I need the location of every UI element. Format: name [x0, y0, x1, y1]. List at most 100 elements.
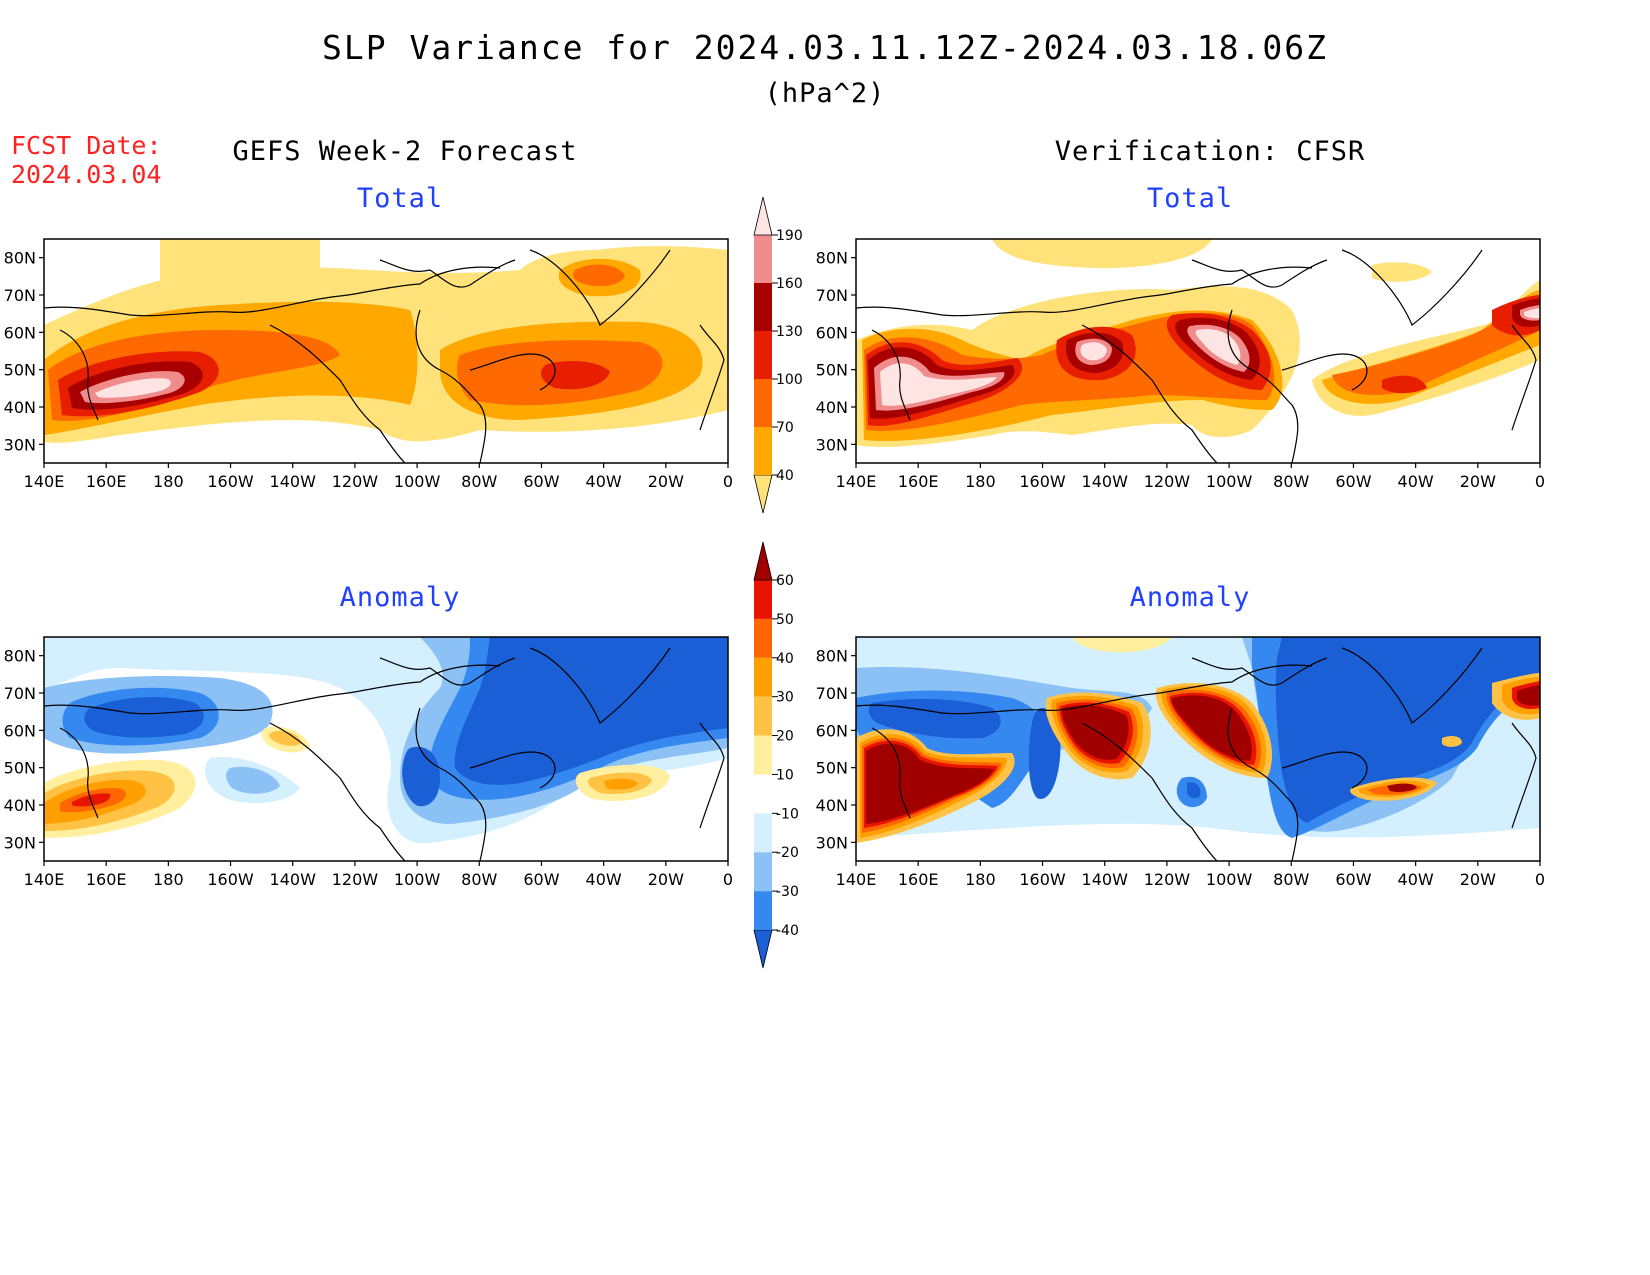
- lat-label: 40N: [816, 796, 848, 815]
- map-frame-anomaly-forecast: [43, 636, 729, 862]
- lon-label: 0: [723, 870, 733, 889]
- lon-label: 20W: [648, 472, 684, 491]
- colorbar-anomaly-swatch: [754, 657, 772, 697]
- colorbar-anomaly-level-label: -30: [776, 884, 799, 900]
- lon-labels-total-verification: 140E 160E 180 160W 140W 120W 100W 80W 60W 40W 20W 0: [836, 463, 1545, 491]
- lon-label: 0: [1535, 472, 1545, 491]
- colorbar-total-swatch: [754, 331, 772, 379]
- lon-label: 60W: [1335, 870, 1371, 889]
- colorbar-anomaly-level-label: -10: [776, 806, 799, 822]
- coastlines-anomaly-verification: [856, 647, 1537, 861]
- lat-labels-anomaly-verification: 80N 70N 60N 50N 40N 30N: [816, 647, 856, 852]
- main-title: SLP Variance for 2024.03.11.12Z-2024.03.…: [322, 28, 1328, 67]
- lon-labels-anomaly-verification: 140E 160E 180 160W 140W 120W 100W 80W 60W 40W 20W 0: [836, 861, 1545, 889]
- shading-anomaly-forecast: [44, 637, 728, 861]
- right-column-title: Verification: CFSR: [1054, 136, 1366, 167]
- lon-label: 140W: [270, 472, 317, 491]
- colorbar-anomaly-swatch: [754, 891, 772, 930]
- lon-labels-anomaly-forecast: 140E 160E 180 160W 140W 120W 100W 80W 60W 40W 20W 0: [24, 861, 733, 889]
- lon-label: 120W: [1144, 472, 1191, 491]
- lat-labels-anomaly-forecast: 80N 70N 60N 50N 40N 30N: [4, 647, 44, 852]
- lon-label: 0: [723, 472, 733, 491]
- left-column-title: GEFS Week-2 Forecast: [232, 136, 578, 167]
- shading-total-forecast: [44, 239, 728, 463]
- lon-label: 140W: [1082, 870, 1129, 889]
- lon-label: 120W: [332, 472, 379, 491]
- lon-label: 140E: [24, 870, 65, 889]
- colorbar-total-swatch: [754, 283, 772, 331]
- lat-label: 50N: [816, 361, 848, 380]
- colorbar-anomaly-level-label: 60: [776, 573, 794, 589]
- lon-labels-total-forecast: 140E 160E 180 160W 140W 120W 100W 80W 60W 40W 20W 0: [24, 463, 733, 491]
- colorbar-total-level-label: 130: [776, 324, 803, 340]
- lat-label: 50N: [4, 361, 36, 380]
- lon-label: 40W: [586, 472, 622, 491]
- lat-label: 80N: [4, 249, 36, 268]
- colorbar-anomaly-level-label: 50: [776, 612, 794, 628]
- colorbar-total-swatch: [754, 235, 772, 283]
- colorbar-total-level-label: 190: [776, 228, 803, 244]
- colorbar-total-level-label: 220: [776, 195, 803, 196]
- units-label: (hPa^2): [764, 78, 886, 109]
- lon-label: 180: [965, 870, 996, 889]
- lon-label: 40W: [1398, 870, 1434, 889]
- lon-label: 80W: [1273, 870, 1309, 889]
- lat-label: 60N: [816, 721, 848, 740]
- lon-label: 160E: [86, 870, 127, 889]
- map-frame-anomaly-verification: [855, 636, 1541, 862]
- lon-label: 40W: [1398, 472, 1434, 491]
- lon-label: 160E: [86, 472, 127, 491]
- lon-label: 140E: [836, 870, 877, 889]
- lat-label: 40N: [4, 398, 36, 417]
- colorbar-anomaly-swatch: [754, 813, 772, 853]
- colorbar-anomaly-top-triangle: [753, 541, 773, 581]
- fcst-date-value: 2024.03.04: [11, 160, 162, 189]
- lon-label: 160W: [1019, 472, 1066, 491]
- lat-label: 70N: [816, 286, 848, 305]
- lon-label: 20W: [1460, 472, 1496, 491]
- panel-title-total-forecast: Total: [356, 183, 444, 214]
- lat-label: 60N: [4, 323, 36, 342]
- lat-label: 70N: [4, 286, 36, 305]
- colorbar-total-level-label: 100: [776, 372, 803, 388]
- lon-label: 80W: [461, 870, 497, 889]
- lon-label: 20W: [1460, 870, 1496, 889]
- lon-label: 100W: [1206, 870, 1253, 889]
- map-verification-anomaly: 80N 70N 60N 50N 40N 30N 140E 160E 180 160W 140W 12…: [812, 628, 1592, 918]
- colorbar-total-level-label: 70: [776, 420, 794, 436]
- lat-label: 30N: [816, 435, 848, 454]
- lat-label: 80N: [816, 249, 848, 268]
- map-frame-total-verification: [855, 238, 1541, 464]
- lon-label: 40W: [586, 870, 622, 889]
- lat-label: 50N: [816, 759, 848, 778]
- lat-label: 70N: [816, 684, 848, 703]
- lat-label: 80N: [816, 647, 848, 666]
- colorbar-anomaly-level-label: 40: [776, 651, 794, 667]
- lat-label: 30N: [4, 435, 36, 454]
- shading-total-verification: [856, 239, 1540, 463]
- colorbar-anomaly-level-label: 30: [776, 690, 794, 706]
- lat-label: 40N: [4, 796, 36, 815]
- fcst-date-label: FCST Date:: [11, 131, 162, 160]
- lon-label: 80W: [461, 472, 497, 491]
- colorbar-anomaly-level-label: 20: [776, 729, 794, 745]
- lon-label: 60W: [523, 870, 559, 889]
- map-forecast-total: 80N 70N 60N 50N 40N 30N 140E 160E 180 160W 140W 12…: [0, 230, 780, 520]
- lat-label: 30N: [4, 833, 36, 852]
- lon-label: 0: [1535, 870, 1545, 889]
- lon-label: 140E: [24, 472, 65, 491]
- panel-title-anomaly-forecast: Anomaly: [339, 582, 461, 613]
- lon-label: 20W: [648, 870, 684, 889]
- colorbar-anomaly-swatch: [754, 618, 772, 658]
- colorbar-anomaly-swatch: [754, 580, 772, 619]
- lat-label: 50N: [4, 759, 36, 778]
- colorbar-total-swatch: [754, 427, 772, 475]
- colorbar-anomaly-level-label: -40: [776, 923, 799, 939]
- colorbar-anomaly-level-label: -20: [776, 845, 799, 861]
- lon-label: 160E: [898, 472, 939, 491]
- lon-label: 100W: [394, 870, 441, 889]
- coastlines-total-forecast: [44, 249, 725, 463]
- lon-label: 60W: [523, 472, 559, 491]
- shading-anomaly-verification: [856, 637, 1540, 861]
- lon-label: 180: [153, 870, 184, 889]
